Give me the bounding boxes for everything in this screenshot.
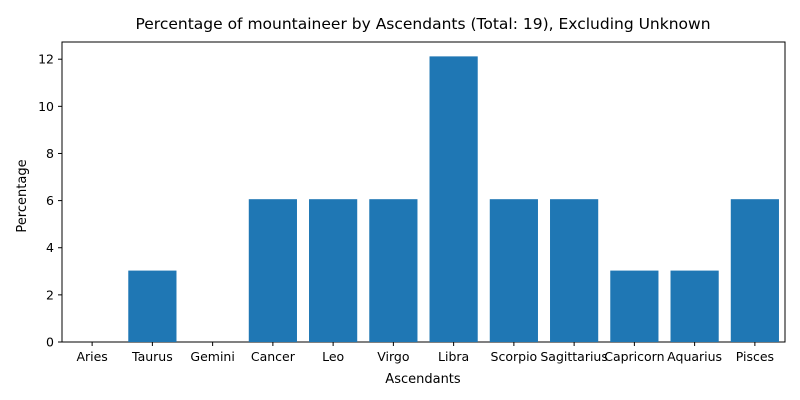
bar-pisces: [730, 199, 779, 342]
x-tick-label: Virgo: [377, 349, 409, 364]
y-tick-label: 6: [46, 193, 54, 208]
y-axis: 0 2 4 6 8 10 12: [38, 52, 62, 350]
bar-sagittarius: [550, 199, 599, 342]
y-axis-title: Percentage: [15, 159, 30, 232]
bar-leo: [309, 199, 358, 342]
x-tick-label: Cancer: [251, 349, 296, 364]
bar-cancer: [248, 199, 297, 342]
x-axis-title: Ascendants: [385, 372, 461, 387]
x-tick-label: Scorpio: [491, 349, 538, 364]
x-tick-label: Leo: [322, 349, 344, 364]
x-tick-label: Sagittarius: [540, 349, 608, 364]
y-tick-label: 12: [38, 52, 54, 67]
bar-virgo: [369, 199, 418, 342]
x-tick-label: Aries: [76, 349, 107, 364]
x-tick-label: Pisces: [736, 349, 774, 364]
x-axis: Aries Taurus Gemini Cancer Leo Virgo Libra Scor…: [76, 342, 774, 364]
x-tick-label: Aquarius: [667, 349, 722, 364]
x-tick-label: Gemini: [190, 349, 234, 364]
x-tick-label: Libra: [438, 349, 469, 364]
bar-libra: [429, 56, 478, 342]
bar-scorpio: [489, 199, 538, 342]
bars: [128, 56, 779, 342]
y-tick-label: 0: [46, 335, 54, 350]
bar-taurus: [128, 270, 177, 342]
bar-capricorn: [610, 270, 659, 342]
chart-title: Percentage of mountaineer by Ascendants …: [135, 15, 710, 33]
x-tick-label: Taurus: [131, 349, 173, 364]
plot-frame: [61, 41, 786, 343]
plot-area: [61, 41, 786, 343]
y-tick-label: 2: [46, 287, 54, 302]
bar-aquarius: [670, 270, 719, 342]
x-tick-label: Capricorn: [604, 349, 664, 364]
y-tick-label: 4: [46, 240, 54, 255]
y-tick-label: 8: [46, 146, 54, 161]
y-tick-label: 10: [38, 99, 54, 114]
